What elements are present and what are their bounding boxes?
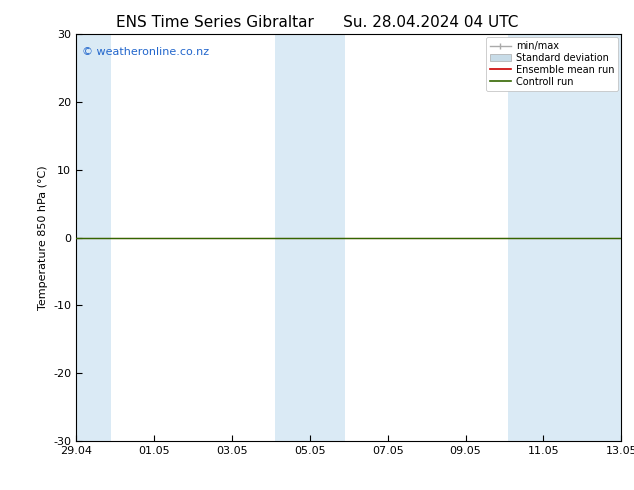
Bar [275, 34, 345, 441]
Bar [508, 34, 621, 441]
Y-axis label: Temperature 850 hPa (°C): Temperature 850 hPa (°C) [37, 165, 48, 310]
Legend: min/max, Standard deviation, Ensemble mean run, Controll run: min/max, Standard deviation, Ensemble me… [486, 37, 618, 91]
Text: ENS Time Series Gibraltar      Su. 28.04.2024 04 UTC: ENS Time Series Gibraltar Su. 28.04.2024… [116, 15, 518, 30]
Text: © weatheronline.co.nz: © weatheronline.co.nz [82, 47, 209, 56]
Bar [76, 34, 111, 441]
